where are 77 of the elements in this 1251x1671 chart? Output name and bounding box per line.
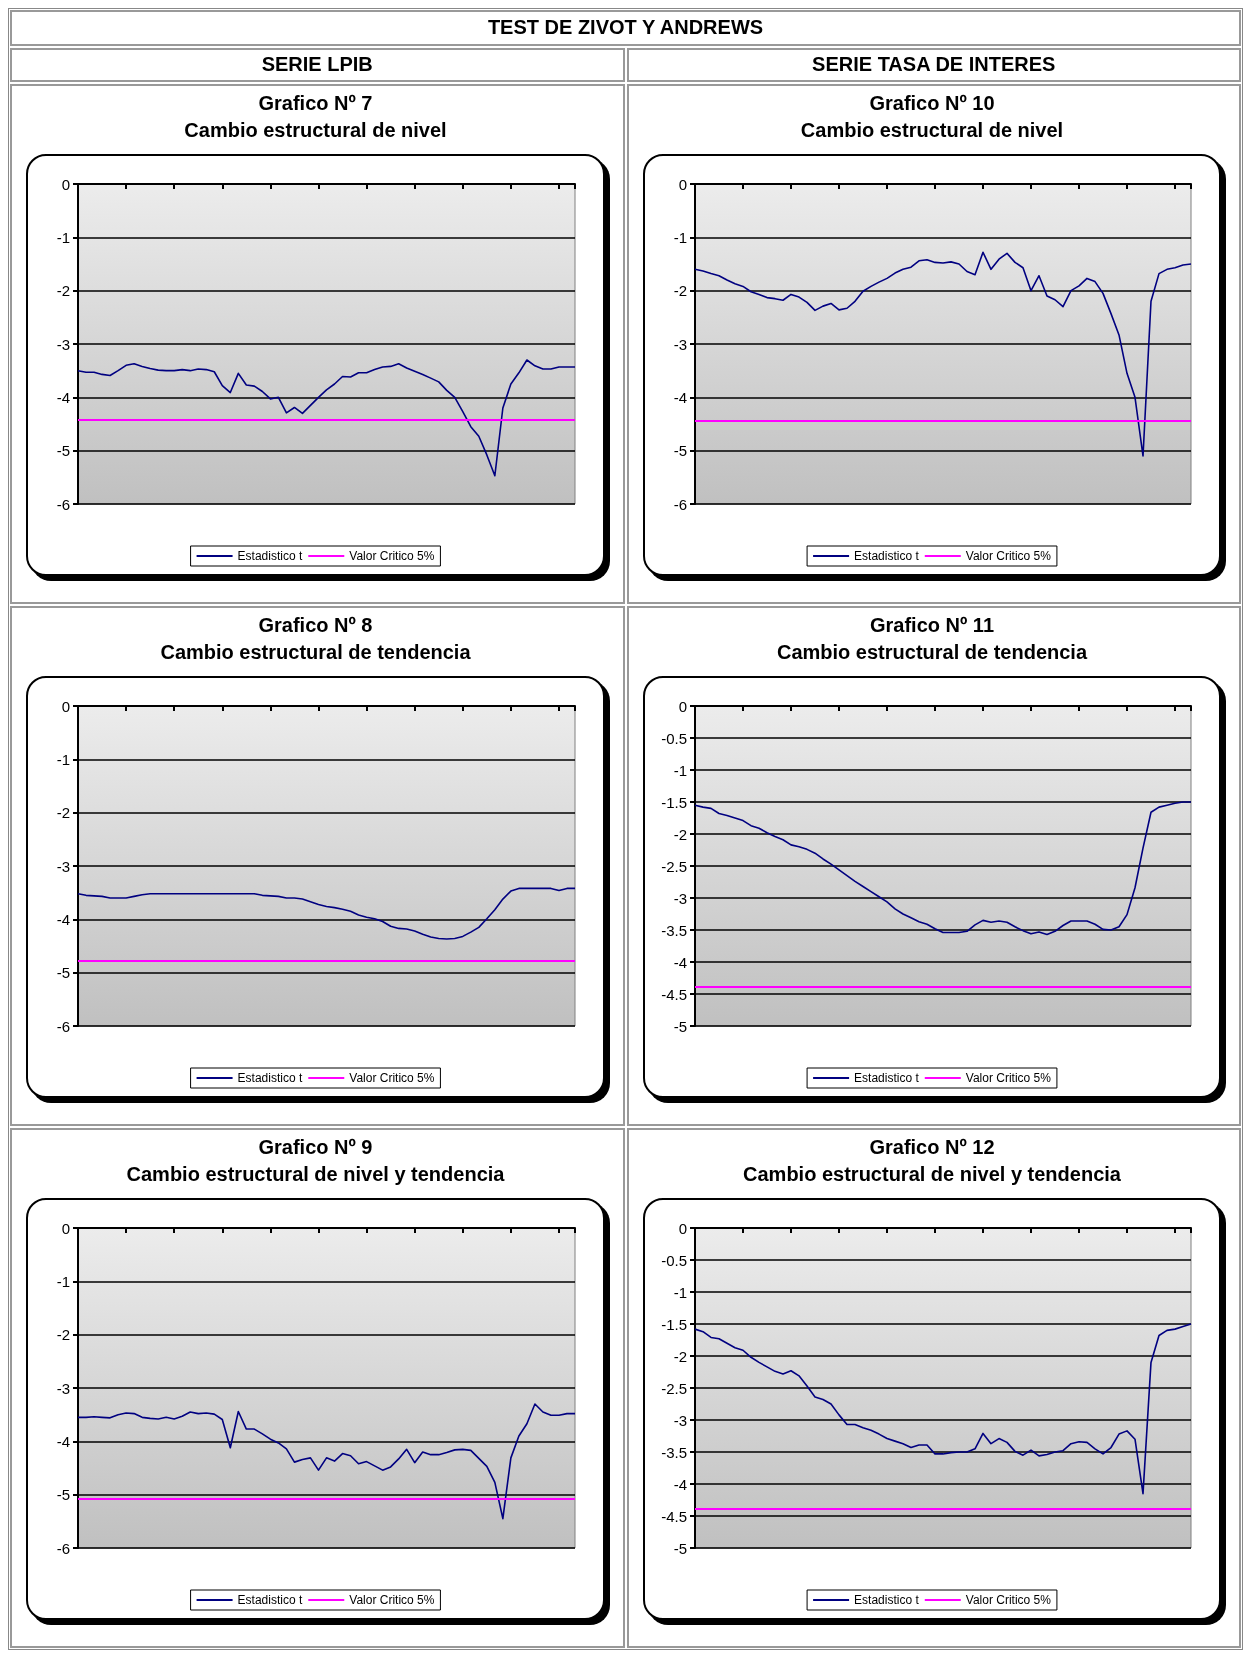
y-tick-label: -6: [673, 495, 687, 513]
chart-title: Grafico Nº 7: [257, 91, 374, 116]
y-tick-label: -6: [56, 1017, 70, 1035]
chart-title: Grafico Nº 9: [257, 1135, 374, 1160]
y-tick-label: -0.5: [661, 1251, 687, 1269]
y-tick-label: -3: [673, 335, 687, 353]
y-tick-label: -4: [673, 388, 687, 406]
y-tick-label: -0.5: [661, 729, 687, 747]
text: SERIE TASA DE INTERES: [626, 48, 1241, 82]
y-tick-label: -2.5: [661, 857, 687, 875]
y-tick-label: -1: [56, 228, 70, 246]
chart-title: Grafico Nº 8: [257, 613, 374, 638]
y-tick-label: -3: [673, 1411, 687, 1429]
y-tick-label: -3: [56, 1379, 70, 1397]
y-tick-label: -3.5: [661, 1443, 687, 1461]
y-tick-label: -4: [673, 1475, 687, 1493]
chart-title: Grafico Nº 12: [868, 1135, 996, 1160]
legend-label: Estadistico t: [854, 1593, 920, 1607]
y-tick-label: -5: [56, 442, 70, 460]
y-tick-label: -1.5: [661, 1315, 687, 1333]
y-tick-label: -4: [56, 1432, 70, 1450]
legend-label: Valor Critico 5%: [349, 1593, 435, 1607]
chart-subtitle: Cambio estructural de nivel y tendencia: [742, 1162, 1122, 1187]
y-tick-label: -4: [673, 953, 687, 971]
y-tick-label: -1: [673, 1283, 687, 1301]
y-tick-label: -4.5: [661, 1507, 687, 1525]
y-tick-label: -3: [56, 335, 70, 353]
y-tick-label: -2: [673, 1347, 687, 1365]
y-tick-label: -4.5: [661, 985, 687, 1003]
y-tick-label: 0: [61, 697, 70, 715]
y-tick-label: 0: [61, 175, 70, 193]
legend-label: Estadistico t: [237, 1593, 303, 1607]
y-tick-label: -4: [56, 388, 70, 406]
legend-label: Estadistico t: [237, 549, 303, 563]
y-tick-label: -3.5: [661, 921, 687, 939]
legend-label: Valor Critico 5%: [965, 1593, 1052, 1607]
chart-subtitle: Cambio estructural de nivel: [183, 118, 448, 143]
legend-label: Valor Critico 5%: [349, 1071, 435, 1085]
y-tick-label: -6: [56, 1539, 70, 1557]
legend-label: Estadistico t: [854, 549, 920, 563]
y-tick-label: -2: [673, 282, 687, 300]
y-tick-label: 0: [678, 175, 687, 193]
text: TEST DE ZIVOT Y ANDREWS: [10, 10, 1241, 46]
y-tick-label: -1: [56, 750, 70, 768]
y-tick-label: -1: [673, 228, 687, 246]
y-tick-label: -1: [673, 761, 687, 779]
y-tick-label: -2: [673, 825, 687, 843]
y-tick-label: -1.5: [661, 793, 687, 811]
chart-title: Grafico Nº 10: [868, 91, 996, 116]
y-tick-label: -2: [56, 282, 70, 300]
legend-label: Estadistico t: [237, 1071, 303, 1085]
legend-label: Valor Critico 5%: [965, 1071, 1052, 1085]
y-tick-label: -2.5: [661, 1379, 687, 1397]
y-tick-label: -6: [56, 495, 70, 513]
chart-subtitle: Cambio estructural de tendencia: [159, 640, 472, 665]
y-tick-label: -5: [56, 1486, 70, 1504]
y-tick-label: -1: [56, 1272, 70, 1290]
legend-label: Valor Critico 5%: [965, 549, 1052, 563]
text: SERIE LPIB: [10, 48, 625, 82]
y-tick-label: -4: [56, 910, 70, 928]
legend-label: Estadistico t: [854, 1071, 920, 1085]
y-tick-label: -5: [673, 1017, 687, 1035]
chart-title: Grafico Nº 11: [869, 613, 995, 638]
y-tick-label: -2: [56, 804, 70, 822]
y-tick-label: 0: [678, 1219, 687, 1237]
y-tick-label: -3: [56, 857, 70, 875]
y-tick-label: -5: [673, 442, 687, 460]
chart-subtitle: Cambio estructural de nivel y tendencia: [125, 1162, 506, 1187]
chart-subtitle: Cambio estructural de nivel: [799, 118, 1065, 143]
legend-label: Valor Critico 5%: [349, 549, 435, 563]
y-tick-label: 0: [678, 697, 687, 715]
y-tick-label: -5: [673, 1539, 687, 1557]
y-tick-label: 0: [61, 1219, 70, 1237]
y-tick-label: -3: [673, 889, 687, 907]
y-tick-label: -5: [56, 964, 70, 982]
y-tick-label: -2: [56, 1326, 70, 1344]
chart-subtitle: Cambio estructural de tendencia: [775, 640, 1089, 665]
